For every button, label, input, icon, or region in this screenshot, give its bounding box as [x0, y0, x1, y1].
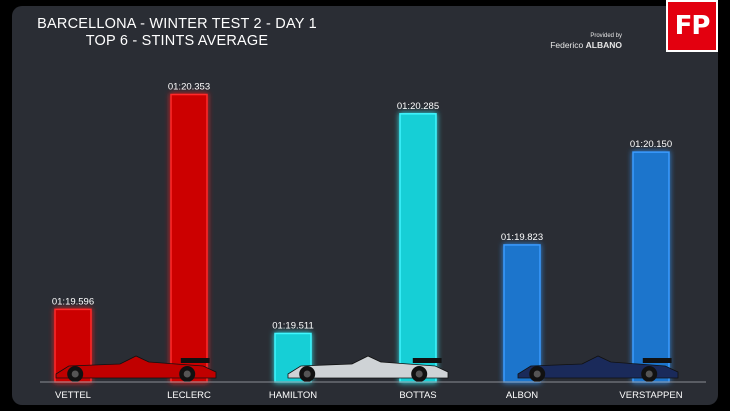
mercedes-car-icon [287, 355, 449, 382]
data-label-hamilton: 01:19.511 [272, 320, 314, 331]
fp-logo: FP [666, 0, 718, 52]
chart-panel: 01:19.596 VETTEL 01:20.353 LECLERC 01:19.511… [12, 6, 718, 405]
ferrari-car-icon [55, 355, 217, 382]
category-label-hamilton: HAMILTON [269, 390, 317, 401]
category-label-albon: ALBON [506, 390, 538, 401]
bar-verstappen [632, 151, 670, 383]
author-first-name: Federico [550, 40, 584, 50]
redbull-car-icon [517, 355, 679, 382]
data-label-albon: 01:19.823 [501, 232, 543, 243]
data-label-vettel: 01:19.596 [52, 296, 94, 307]
data-label-bottas: 01:20.285 [397, 101, 439, 112]
chart-title: BARCELLONA - WINTER TEST 2 - DAY 1 TOP 6… [12, 16, 342, 50]
title-line-1: BARCELLONA - WINTER TEST 2 - DAY 1 [37, 16, 317, 32]
author-last-name: ALBANO [585, 40, 622, 50]
category-label-vettel: VETTEL [55, 390, 91, 401]
bar-chart: 01:19.596 VETTEL 01:20.353 LECLERC 01:19.511… [40, 82, 706, 401]
title-line-2: TOP 6 - STINTS AVERAGE [85, 33, 269, 49]
bar-leclerc [170, 93, 208, 383]
category-label-bottas: BOTTAS [399, 390, 436, 401]
bar-bottas [399, 113, 437, 383]
bar-albon [503, 244, 541, 383]
data-label-leclerc: 01:20.353 [168, 82, 210, 93]
category-label-leclerc: LECLERC [167, 390, 211, 401]
author-name: Federico ALBANO [532, 40, 622, 50]
data-label-verstappen: 01:20.150 [630, 139, 672, 150]
category-label-verstappen: VERSTAPPEN [619, 390, 682, 401]
credit: Provided by Federico ALBANO [532, 32, 622, 50]
provided-by-label: Provided by [590, 33, 622, 39]
